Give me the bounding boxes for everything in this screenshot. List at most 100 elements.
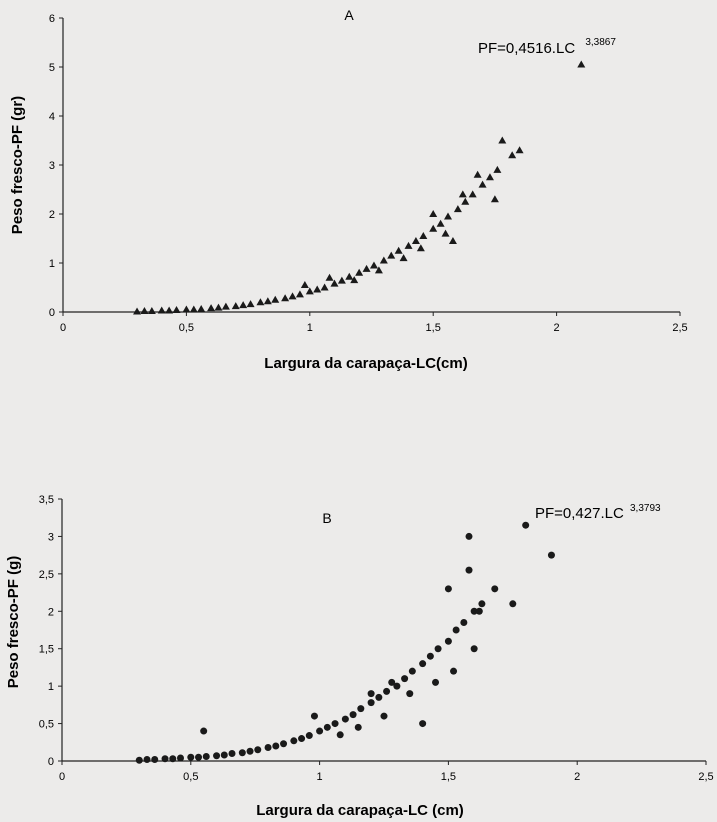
chart-a-data-point [419,232,428,240]
chart-a-data-point [493,165,502,173]
chart-b-data-point [475,607,483,615]
chart-b-y-tick-label: 1,5 [39,644,54,656]
chart-b-data-point [408,667,416,675]
chart-b-data-point [426,652,434,660]
chart-b-x-axis-label: Largura da carapaça-LC (cm) [256,802,464,819]
chart-a-data-point [320,283,329,291]
chart-a-data-point [345,272,354,280]
chart-b-data-point [323,723,331,731]
chart-b-data-point [238,749,246,757]
chart-b-data-point [375,693,383,701]
chart-b-equation-base: PF=0,427.LC [535,505,624,522]
chart-a-data-point [172,306,181,314]
chart-a-data-point [394,246,403,254]
chart-a-data-point [246,300,255,308]
chart-b-y-tick-label: 3 [48,531,54,543]
chart-a-data-point [436,219,445,227]
chart-a-y-tick-label: 2 [49,209,55,221]
chart-b-data-point [383,687,391,695]
chart-b-data-point [169,755,177,763]
chart-b-y-tick-label: 1 [48,681,54,693]
chart-a-data-point [441,229,450,237]
chart-a-data-point [490,195,499,203]
chart-a-x-ticks: 0 0,5 1 1,5 2 2,5 [60,312,688,334]
chart-a-data-point [458,190,467,198]
chart-a-y-axis-label: Peso fresco-PF (gr) [9,96,26,234]
chart-a-x-tick-label: 2,5 [672,322,687,334]
chart-a-data-point [214,303,223,311]
chart-a-x-tick-label: 1,5 [426,322,441,334]
chart-a-data-point [300,281,309,289]
chart-b-data-point [151,756,159,764]
chart-b-data-point [419,660,427,668]
chart-a-data-point [404,241,413,249]
chart-a-data-point [387,251,396,259]
chart-a-data-point [369,261,378,269]
chart-b-data-point [380,712,388,720]
chart-a-data-point [473,170,482,178]
chart-a-data-point [140,307,149,315]
chart-a-equation: PF=0,4516.LC 3,3867 [478,37,616,57]
chart-b-data-point [522,521,530,529]
chart-b-data-point [470,607,478,615]
chart-b-data-point [452,626,460,634]
chart-b-y-tick-label: 0,5 [39,719,54,731]
chart-b-y-tick-label: 2 [48,606,54,618]
chart-a-data-point [429,210,438,217]
chart-b-data-point [509,600,517,608]
chart-a-data-point [221,302,230,310]
chart-a-data-point [461,197,470,205]
chart-a-data-point [379,256,388,264]
chart-b-data-point [143,756,151,764]
chart-a-y-tick-label: 0 [49,307,55,319]
chart-a-data-point [416,244,425,252]
chart-a-x-tick-label: 2 [554,322,560,334]
chart-b-data-point [246,747,254,755]
chart-b-data-point [316,727,324,735]
chart-a-data-point [468,190,477,198]
chart-b-equation-exponent: 3,3793 [630,503,661,514]
chart-a-data-point [231,302,240,310]
chart-a-data-point [239,301,248,309]
chart-a-data-point [448,236,457,244]
chart-b-data-point [264,744,272,752]
chart-a-data-point [577,60,586,68]
chart-a-data-point [337,276,346,284]
chart-b-y-axis-label: Peso fresco-PF (g) [5,556,22,689]
chart-b-data-point [406,690,414,698]
chart-a-data-point [429,224,438,232]
chart-a-data-point [355,268,364,276]
chart-a-data-point [305,287,314,295]
chart-b-data-point [478,600,486,608]
chart-b-data-point [393,682,401,690]
chart-b-data-point [432,678,440,686]
chart-a-data-point [478,180,487,188]
chart-b-data-point [290,737,298,745]
chart-b-data-point [202,753,210,761]
chart-a-y-ticks: 0 1 2 3 4 5 6 [49,13,63,319]
chart-a-data-point [256,298,265,306]
chart-b-data-point [401,675,409,683]
chart-a-panel-label: A [344,7,354,23]
chart-b-points [135,521,555,764]
chart-a-data-point [508,151,517,159]
chart-b-data-point [388,678,396,686]
chart-a-data-point [399,254,408,262]
chart-a-data-point [288,292,297,300]
chart-b-data-point [254,746,262,754]
chart-a-data-point [374,266,383,274]
chart-a-points [133,60,586,315]
chart-a-data-point [165,306,174,314]
chart-a-data-point [271,295,280,303]
chart-b-data-point [450,667,458,675]
chart-b-x-tick-label: 0,5 [183,771,198,783]
chart-a-x-tick-label: 1 [307,322,313,334]
chart-b-data-point [547,551,555,559]
chart-a-data-point [207,304,216,312]
chart-a-data-point [498,136,507,144]
chart-a-data-point [197,305,206,313]
chart-b-data-point [357,705,365,713]
chart-b-data-point [444,637,452,645]
chart-b-data-point [349,711,357,719]
chart-b-data-point [187,753,195,761]
